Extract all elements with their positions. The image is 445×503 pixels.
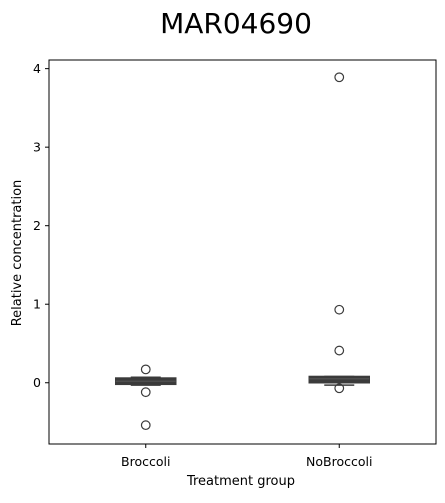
outlier-point xyxy=(141,388,150,397)
y-tick-label: 0 xyxy=(33,375,41,390)
x-tick-label: NoBroccoli xyxy=(306,454,372,469)
x-tick-label: Broccoli xyxy=(121,454,170,469)
x-axis-label: Treatment group xyxy=(186,474,295,489)
box-body xyxy=(309,376,369,382)
y-tick-label: 3 xyxy=(33,140,41,155)
y-tick-label: 4 xyxy=(33,61,41,76)
outlier-point xyxy=(335,346,344,355)
outlier-point xyxy=(141,365,150,374)
outlier-point xyxy=(141,421,150,430)
plot-frame xyxy=(49,60,436,444)
outlier-point xyxy=(335,73,344,82)
chart-title: MAR04690 xyxy=(160,7,312,40)
plot-area: 0 1 2 3 4 Broccoli NoBroccoli xyxy=(33,60,436,469)
outlier-point xyxy=(335,305,344,314)
y-axis-label: Relative concentration xyxy=(10,180,25,327)
y-tick-label: 2 xyxy=(33,218,41,233)
y-tick-label: 1 xyxy=(33,297,41,312)
